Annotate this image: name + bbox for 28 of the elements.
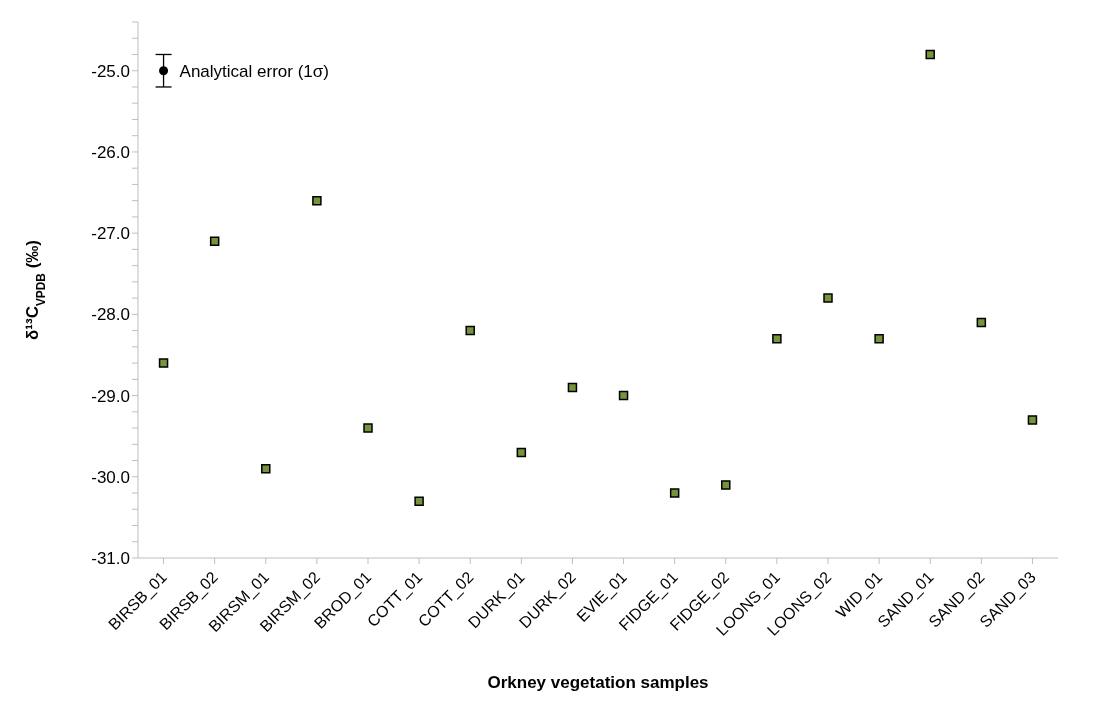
point bbox=[516, 447, 527, 458]
point bbox=[312, 195, 322, 206]
point bbox=[465, 325, 475, 336]
point bbox=[874, 333, 884, 344]
point bbox=[669, 488, 680, 498]
point bbox=[823, 293, 833, 303]
series-label: Analytical error (1σ) bbox=[179, 61, 329, 81]
point bbox=[976, 317, 987, 328]
point bbox=[721, 480, 731, 490]
point bbox=[158, 358, 169, 368]
point bbox=[209, 236, 220, 247]
point bbox=[925, 49, 935, 60]
y-tick-label: -31.0 bbox=[91, 549, 130, 569]
point bbox=[1027, 415, 1038, 425]
point bbox=[618, 390, 629, 401]
point bbox=[567, 382, 578, 393]
y-tick-label: -27.0 bbox=[91, 224, 130, 244]
point bbox=[159, 66, 169, 76]
point bbox=[363, 423, 373, 433]
y-tick-label: -26.0 bbox=[91, 142, 130, 162]
y-tick-label: -30.0 bbox=[91, 467, 130, 487]
y-tick-label: -28.0 bbox=[91, 305, 130, 325]
y-tick-label: -25.0 bbox=[91, 61, 130, 81]
point bbox=[261, 463, 271, 474]
point bbox=[414, 496, 424, 506]
point bbox=[772, 333, 782, 344]
x-axis-title: Orkney vegetation samples bbox=[487, 673, 709, 692]
y-tick-label: -29.0 bbox=[91, 386, 130, 406]
